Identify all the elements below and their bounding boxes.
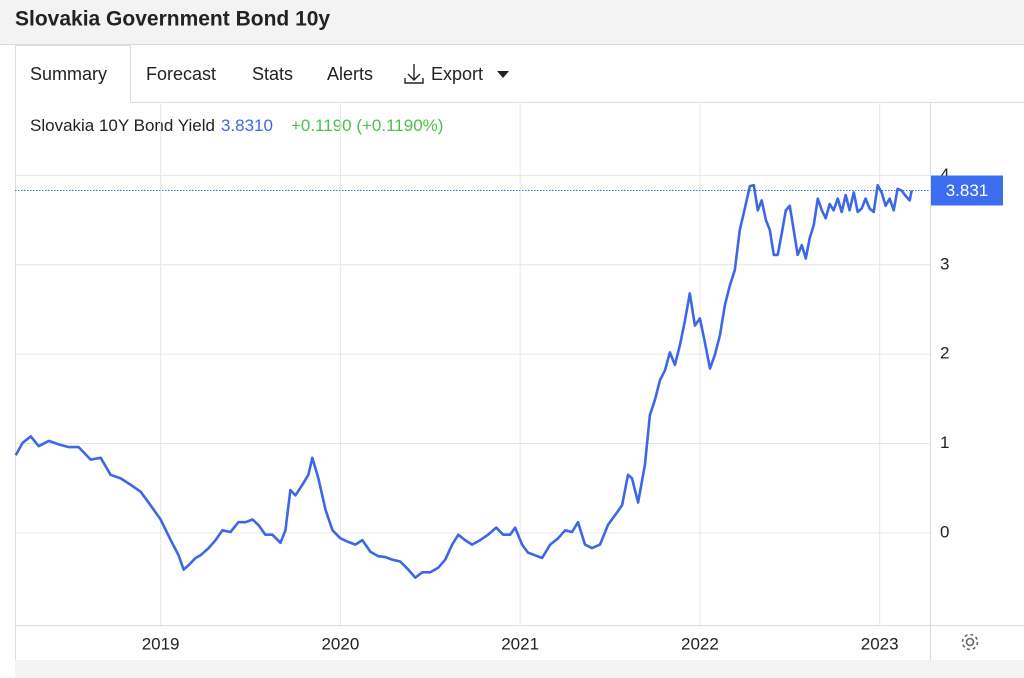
x-tick-label: 2023 <box>861 634 899 653</box>
y-tick-label: 4 <box>940 165 949 184</box>
bottom-strip <box>15 660 1024 678</box>
y-tick-label: 3 <box>940 254 949 273</box>
last-value-badge <box>931 175 1003 206</box>
export-caret <box>497 71 509 78</box>
title-bar <box>0 0 1024 44</box>
legend-last: 3.8310 <box>221 116 273 135</box>
export-icon <box>404 64 424 84</box>
tab-stats[interactable]: Stats <box>252 64 293 84</box>
last-value-label: 3.831 <box>946 181 989 200</box>
x-tick-label: 2020 <box>321 634 359 653</box>
tab-forecast[interactable]: Forecast <box>146 64 216 84</box>
line-series <box>14 183 913 579</box>
x-tick-label: 2021 <box>501 634 539 653</box>
x-tick-label: 2022 <box>681 634 719 653</box>
tab-alerts[interactable]: Alerts <box>327 64 373 84</box>
legend-name: Slovakia 10Y Bond Yield <box>30 116 215 135</box>
y-tick-label: 1 <box>940 433 949 452</box>
active-tab-border <box>15 45 131 102</box>
settings-icon[interactable] <box>961 633 979 651</box>
x-tick-label: 2019 <box>142 634 180 653</box>
y-tick-label: 0 <box>940 522 949 541</box>
legend-change: +0.1190 (+0.1190%) <box>291 116 444 135</box>
tab-export[interactable]: Export <box>431 64 483 84</box>
legend: Slovakia 10Y Bond Yield 3.8310 +0.1190 (+0… <box>30 116 443 135</box>
y-tick-label: 2 <box>940 344 949 363</box>
page-title: Slovakia Government Bond 10y <box>15 8 330 31</box>
tab-summary[interactable]: Summary <box>30 64 107 84</box>
